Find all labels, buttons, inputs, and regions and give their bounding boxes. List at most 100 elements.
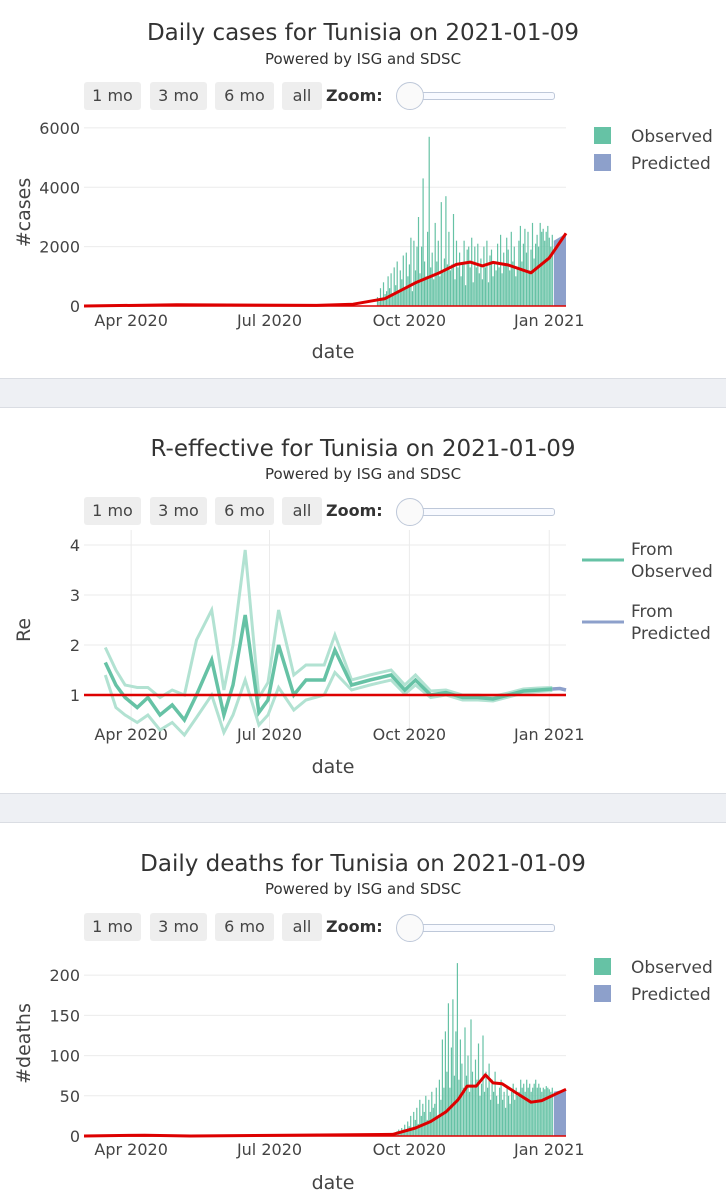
range-1mo-button[interactable]: 1 mo	[84, 497, 141, 525]
observed-bar	[398, 291, 400, 306]
range-6mo-button[interactable]: 6 mo	[215, 913, 274, 941]
range-1mo-button[interactable]: 1 mo	[84, 913, 141, 941]
observed-bar	[518, 1091, 520, 1136]
zoom-slider-track[interactable]	[408, 508, 555, 516]
observed-bar	[483, 1091, 486, 1136]
observed-bar	[401, 279, 403, 306]
observed-bar	[447, 1003, 449, 1136]
y-tick-label: 200	[49, 966, 80, 985]
x-axis-label: date	[312, 341, 355, 363]
range-all-button[interactable]: all	[282, 82, 322, 110]
range-all-button[interactable]: all	[282, 497, 322, 525]
zoom-slider-knob[interactable]	[396, 498, 424, 526]
observed-bar	[509, 270, 511, 306]
observed-bar	[536, 1087, 538, 1136]
y-tick-label: 6000	[39, 119, 80, 138]
observed-bar	[395, 285, 397, 306]
observed-bar	[449, 1087, 451, 1136]
legend-label: From Observed	[631, 540, 713, 582]
observed-bar	[535, 243, 537, 306]
observed-bar	[550, 246, 552, 306]
observed-bar	[465, 1075, 468, 1136]
observed-bar	[470, 1019, 472, 1136]
x-tick-label: Jan 2021	[513, 1140, 584, 1159]
x-tick-label: Apr 2020	[94, 311, 167, 330]
observed-bar	[480, 1083, 483, 1136]
observed-bar	[497, 1103, 499, 1136]
observed-bar	[454, 279, 456, 306]
observed-bar	[422, 1103, 424, 1136]
zoom-slider-knob[interactable]	[396, 82, 424, 110]
observed-bar	[506, 1087, 508, 1136]
legend-label: Observed	[631, 127, 713, 147]
observed-bar	[459, 252, 461, 306]
chart-title: Daily deaths for Tunisia on 2021-01-09	[140, 851, 586, 877]
observed-bar	[545, 231, 547, 306]
observed-bar	[511, 1091, 513, 1136]
observed-bar	[521, 1087, 523, 1136]
y-tick-label: 4	[70, 536, 80, 555]
observed-bar	[473, 1087, 475, 1136]
observed-bar	[416, 246, 418, 306]
observed-bar	[541, 231, 543, 306]
range-3mo-button[interactable]: 3 mo	[150, 497, 207, 525]
observed-bar	[506, 237, 508, 306]
range-1mo-button[interactable]: 1 mo	[84, 82, 141, 110]
observed-bar	[416, 1107, 418, 1136]
range-3mo-button[interactable]: 3 mo	[150, 82, 207, 110]
y-tick-label: 0	[70, 1127, 80, 1146]
observed-bar	[512, 261, 514, 306]
observed-bar	[462, 1087, 465, 1136]
observed-bar	[508, 1095, 510, 1136]
observed-bar	[381, 298, 383, 306]
observed-bar	[544, 240, 546, 306]
legend-label: From Predicted	[631, 602, 711, 644]
observed-bar	[545, 1086, 547, 1136]
range-6mo-button[interactable]: 6 mo	[215, 497, 274, 525]
observed-bar	[482, 1035, 484, 1136]
observed-bar	[495, 270, 497, 306]
range-6mo-button[interactable]: 6 mo	[215, 82, 274, 110]
observed-bar	[414, 270, 417, 306]
observed-bar	[501, 273, 503, 306]
observed-bar	[451, 264, 453, 306]
observed-bar	[528, 270, 531, 306]
observed-bar	[435, 1087, 437, 1136]
observed-bar	[517, 1095, 519, 1136]
observed-bar	[450, 1047, 452, 1136]
observed-bar	[472, 282, 474, 306]
observed-bar	[390, 273, 392, 306]
observed-bar	[491, 1079, 493, 1136]
observed-bar	[536, 234, 538, 306]
x-tick-label: Jan 2021	[513, 311, 584, 330]
observed-bar	[410, 237, 412, 306]
observed-bar	[429, 1111, 431, 1136]
observed-bar	[486, 240, 488, 306]
observed-bar	[527, 1087, 529, 1136]
range-all-button[interactable]: all	[282, 913, 322, 941]
observed-bar	[487, 1087, 489, 1136]
observed-bar	[438, 1079, 440, 1136]
zoom-slider-knob[interactable]	[396, 914, 424, 942]
zoom-slider-track[interactable]	[408, 924, 555, 932]
observed-bar	[422, 178, 424, 306]
y-axis-label: #cases	[13, 178, 35, 248]
observed-bar	[538, 1083, 540, 1136]
observed-bar	[428, 136, 430, 306]
observed-bar	[533, 1083, 535, 1136]
observed-bar	[399, 1132, 401, 1136]
observed-bar	[477, 243, 479, 306]
panel-separator	[0, 378, 726, 408]
zoom-slider-track[interactable]	[408, 92, 555, 100]
observed-bar	[542, 1087, 544, 1136]
observed-bar	[455, 240, 458, 306]
observed-bar	[521, 261, 523, 306]
range-3mo-button[interactable]: 3 mo	[150, 913, 207, 941]
observed-bar	[527, 231, 529, 306]
observed-bar	[425, 1095, 427, 1136]
observed-bar	[544, 1089, 546, 1136]
observed-bar	[494, 1071, 496, 1136]
observed-bar	[530, 1091, 532, 1136]
y-tick-label: 1	[70, 686, 80, 705]
observed-bar	[459, 1039, 461, 1136]
